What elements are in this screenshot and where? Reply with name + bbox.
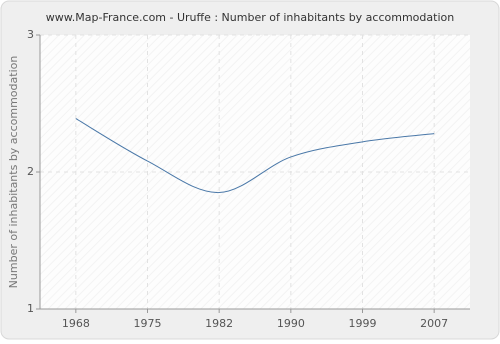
series-line	[75, 118, 435, 194]
y-axis-label: Number of inhabitants by accommodation	[7, 56, 20, 289]
y-tick-label: 3	[27, 28, 34, 41]
chart-title: www.Map-France.com - Uruffe : Number of …	[46, 11, 454, 24]
x-tick-label: 1999	[349, 317, 377, 330]
x-tick-label: 1982	[205, 317, 233, 330]
y-tick-label: 2	[27, 165, 34, 178]
x-tick-label: 2007	[420, 317, 448, 330]
plot-area	[40, 35, 470, 309]
x-tick-label: 1968	[62, 317, 90, 330]
y-tick-label: 1	[27, 302, 34, 315]
x-tick-label: 1975	[134, 317, 162, 330]
x-tick-label: 1990	[277, 317, 305, 330]
